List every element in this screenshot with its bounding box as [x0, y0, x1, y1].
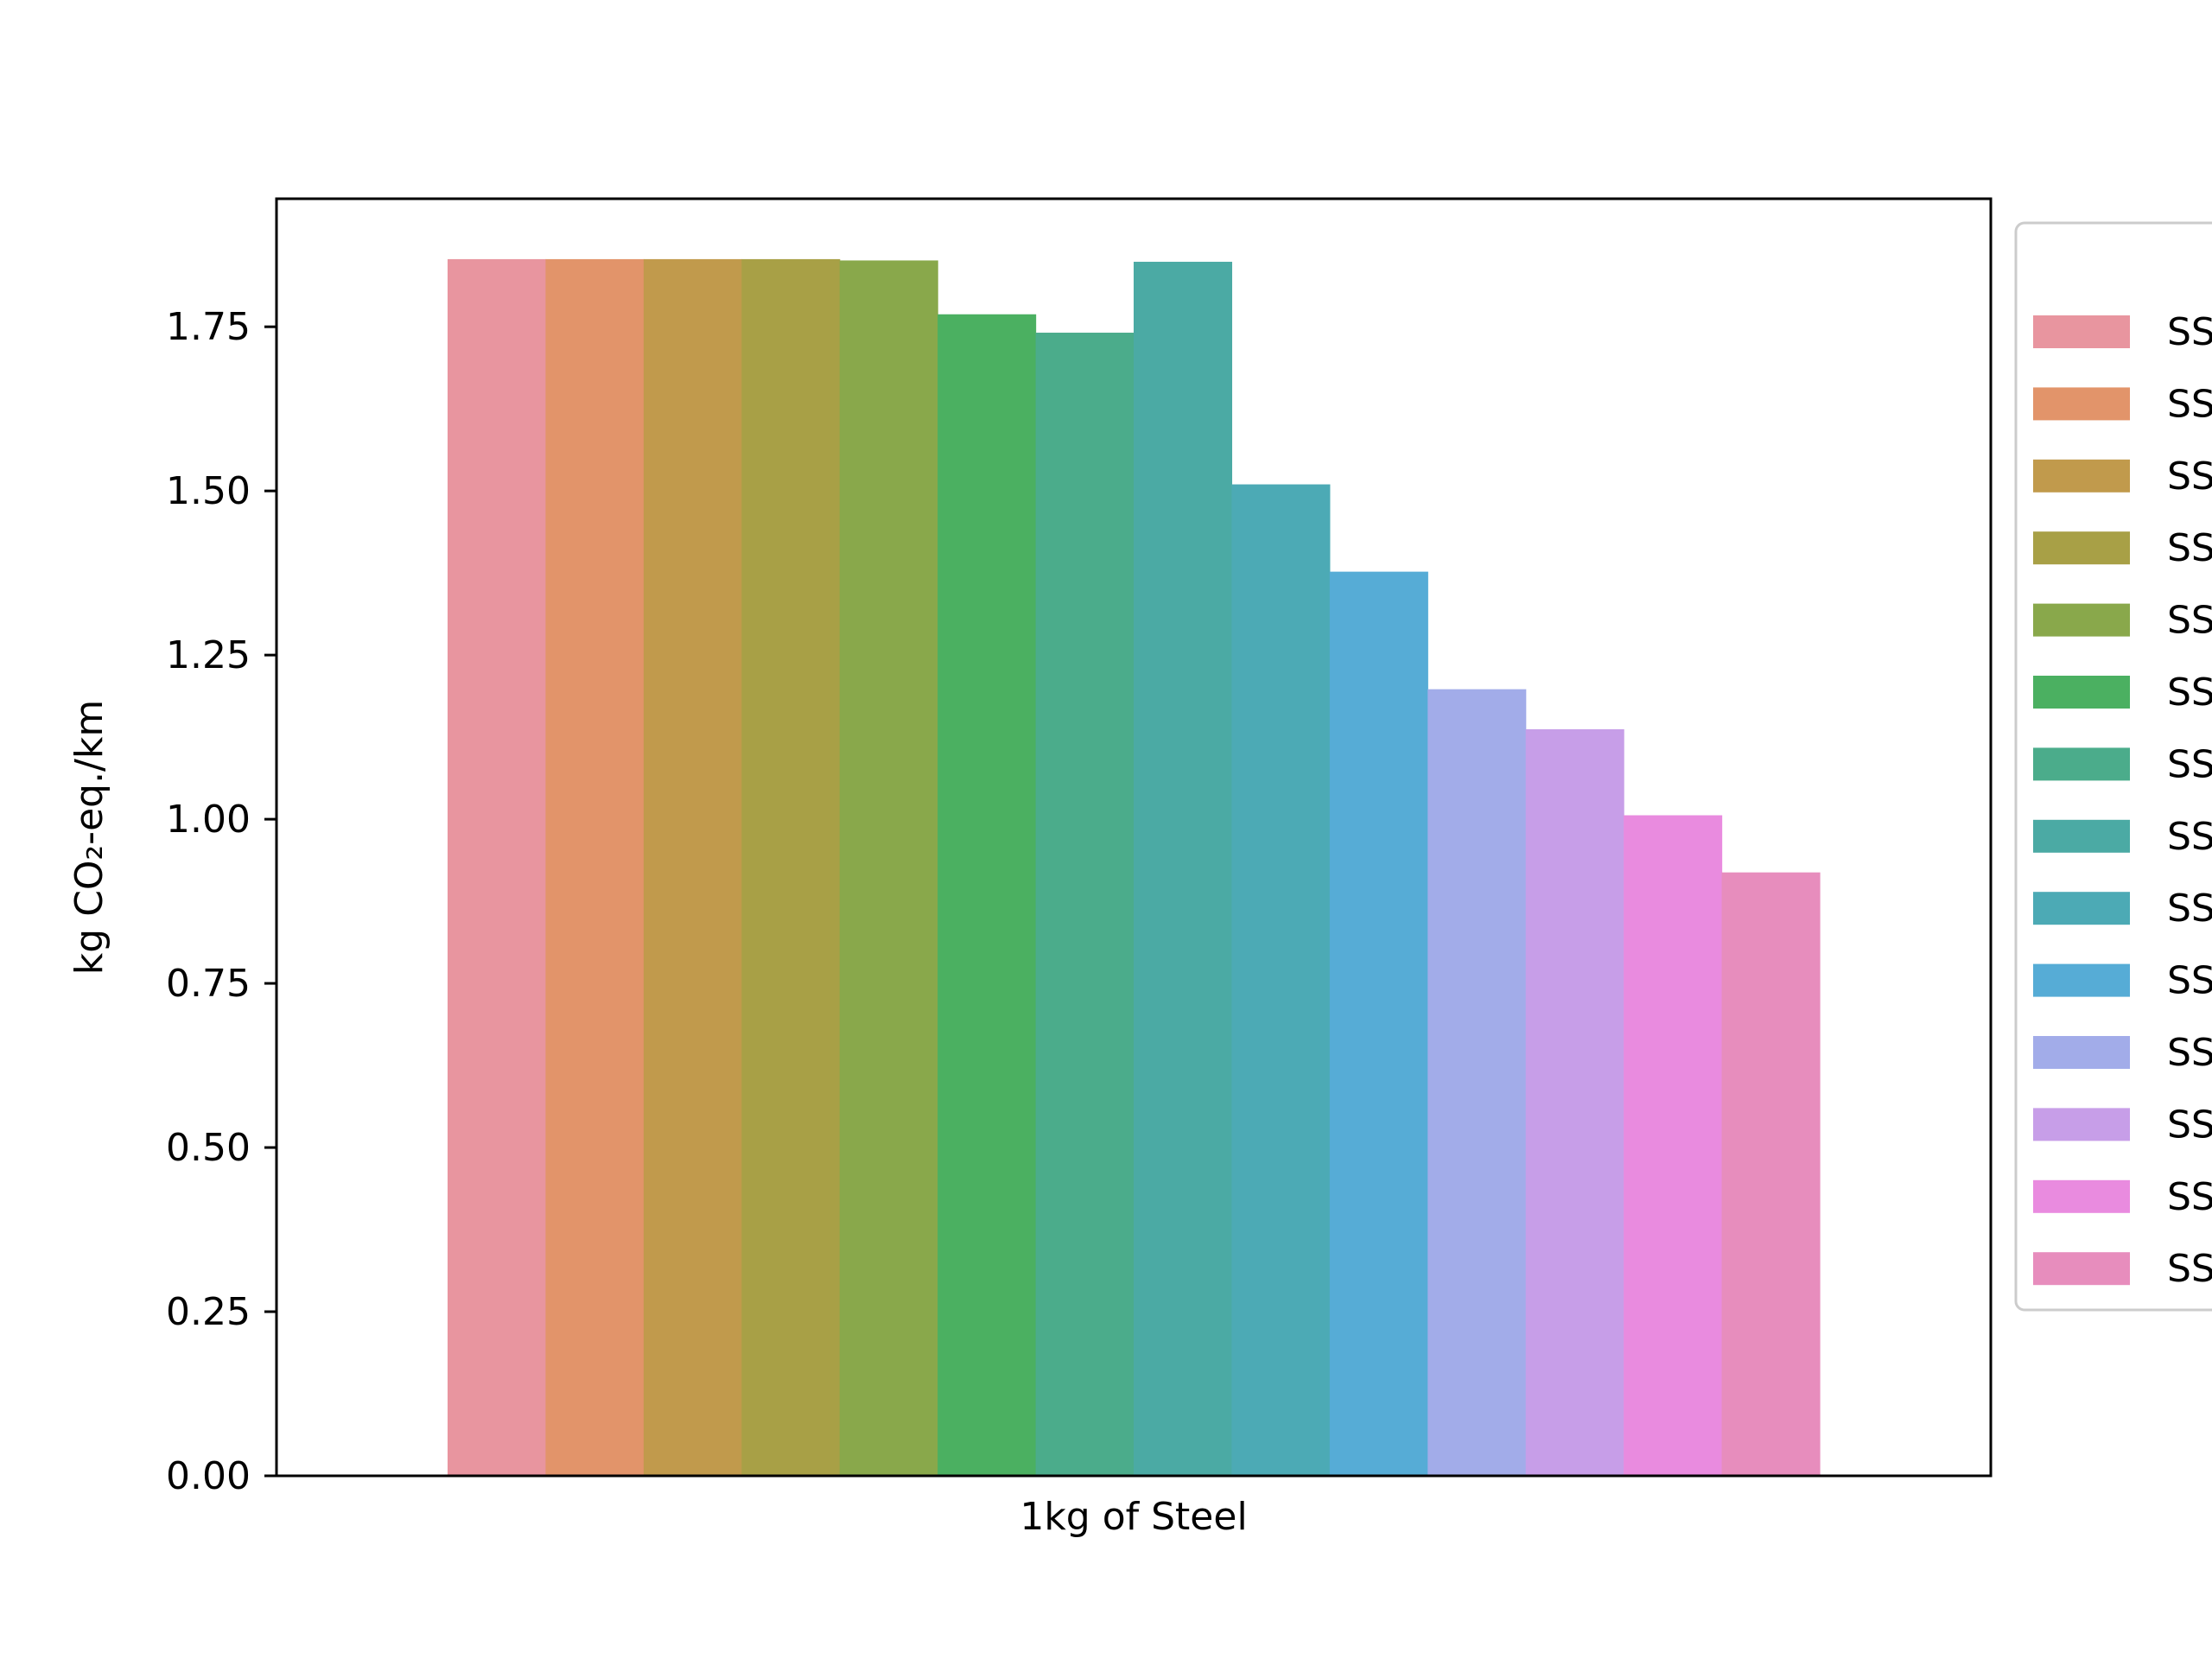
bar	[1525, 729, 1624, 1476]
legend-swatch	[2033, 1252, 2130, 1286]
legend-label: SS	[2167, 1031, 2212, 1075]
y-tick-label: 1.75	[166, 305, 251, 349]
legend-swatch	[2033, 819, 2130, 853]
legend-swatch	[2033, 603, 2130, 637]
bar	[448, 258, 547, 1476]
legend-swatch	[2033, 459, 2130, 493]
legend-label: SS	[2167, 599, 2212, 643]
y-tick-label: 0.50	[166, 1126, 251, 1170]
y-tick-label: 0.75	[166, 962, 251, 1006]
bar	[1721, 872, 1821, 1476]
legend-swatch	[2033, 963, 2130, 997]
legend-swatch	[2033, 387, 2130, 421]
legend-label: SS	[2167, 815, 2212, 859]
y-tick-label: 1.50	[166, 469, 251, 513]
legend-label: SS	[2167, 526, 2212, 570]
plot-frame	[275, 197, 1993, 1478]
bar	[839, 260, 938, 1477]
legend-swatch	[2033, 676, 2130, 709]
legend-swatch	[2033, 1179, 2130, 1213]
legend-label: SS	[2167, 310, 2212, 354]
y-axis: 0.00 0.25 0.50 0.75 1.00 1.25 1.50 1.75	[166, 305, 276, 1498]
y-axis-label: kg CO₂-eq./km	[67, 700, 111, 975]
legend-label: SS	[2167, 1103, 2212, 1147]
bar	[1329, 571, 1428, 1476]
legend-label: SS	[2167, 959, 2212, 1003]
legend-items: SS SS SS SS SS SS SS SS SS SS SS SS SS SS	[2033, 310, 2212, 1291]
legend-label: SS	[2167, 382, 2212, 426]
legend-label: SS	[2167, 1175, 2212, 1219]
legend-swatch	[2033, 892, 2130, 925]
bar	[1134, 261, 1233, 1477]
y-tick-label: 0.00	[166, 1454, 251, 1498]
legend-swatch	[2033, 1108, 2130, 1141]
legend-label: SS	[2167, 887, 2212, 931]
bar	[643, 258, 742, 1476]
x-tick-label: 1kg of Steel	[1020, 1495, 1247, 1539]
legend-label: SS	[2167, 742, 2212, 786]
bar	[1624, 815, 1723, 1476]
legend-swatch	[2033, 1036, 2130, 1069]
y-tick-label: 1.25	[166, 633, 251, 677]
legend-label: SS	[2167, 454, 2212, 499]
bar	[1427, 689, 1527, 1476]
bar	[1035, 333, 1135, 1476]
y-tick-label: 0.25	[166, 1290, 251, 1334]
bar	[741, 258, 841, 1476]
bar	[545, 258, 645, 1476]
bars-group	[448, 258, 1821, 1477]
legend-label: SS	[2167, 1247, 2212, 1291]
legend: SS SS SS SS SS SS SS SS SS SS SS SS SS SS	[2014, 221, 2212, 1312]
y-tick-label: 1.00	[166, 798, 251, 842]
legend-label: SS	[2167, 671, 2212, 715]
bar	[938, 314, 1037, 1476]
legend-swatch	[2033, 531, 2130, 565]
legend-swatch	[2033, 315, 2130, 348]
legend-swatch	[2033, 747, 2130, 781]
bar	[1231, 484, 1331, 1476]
